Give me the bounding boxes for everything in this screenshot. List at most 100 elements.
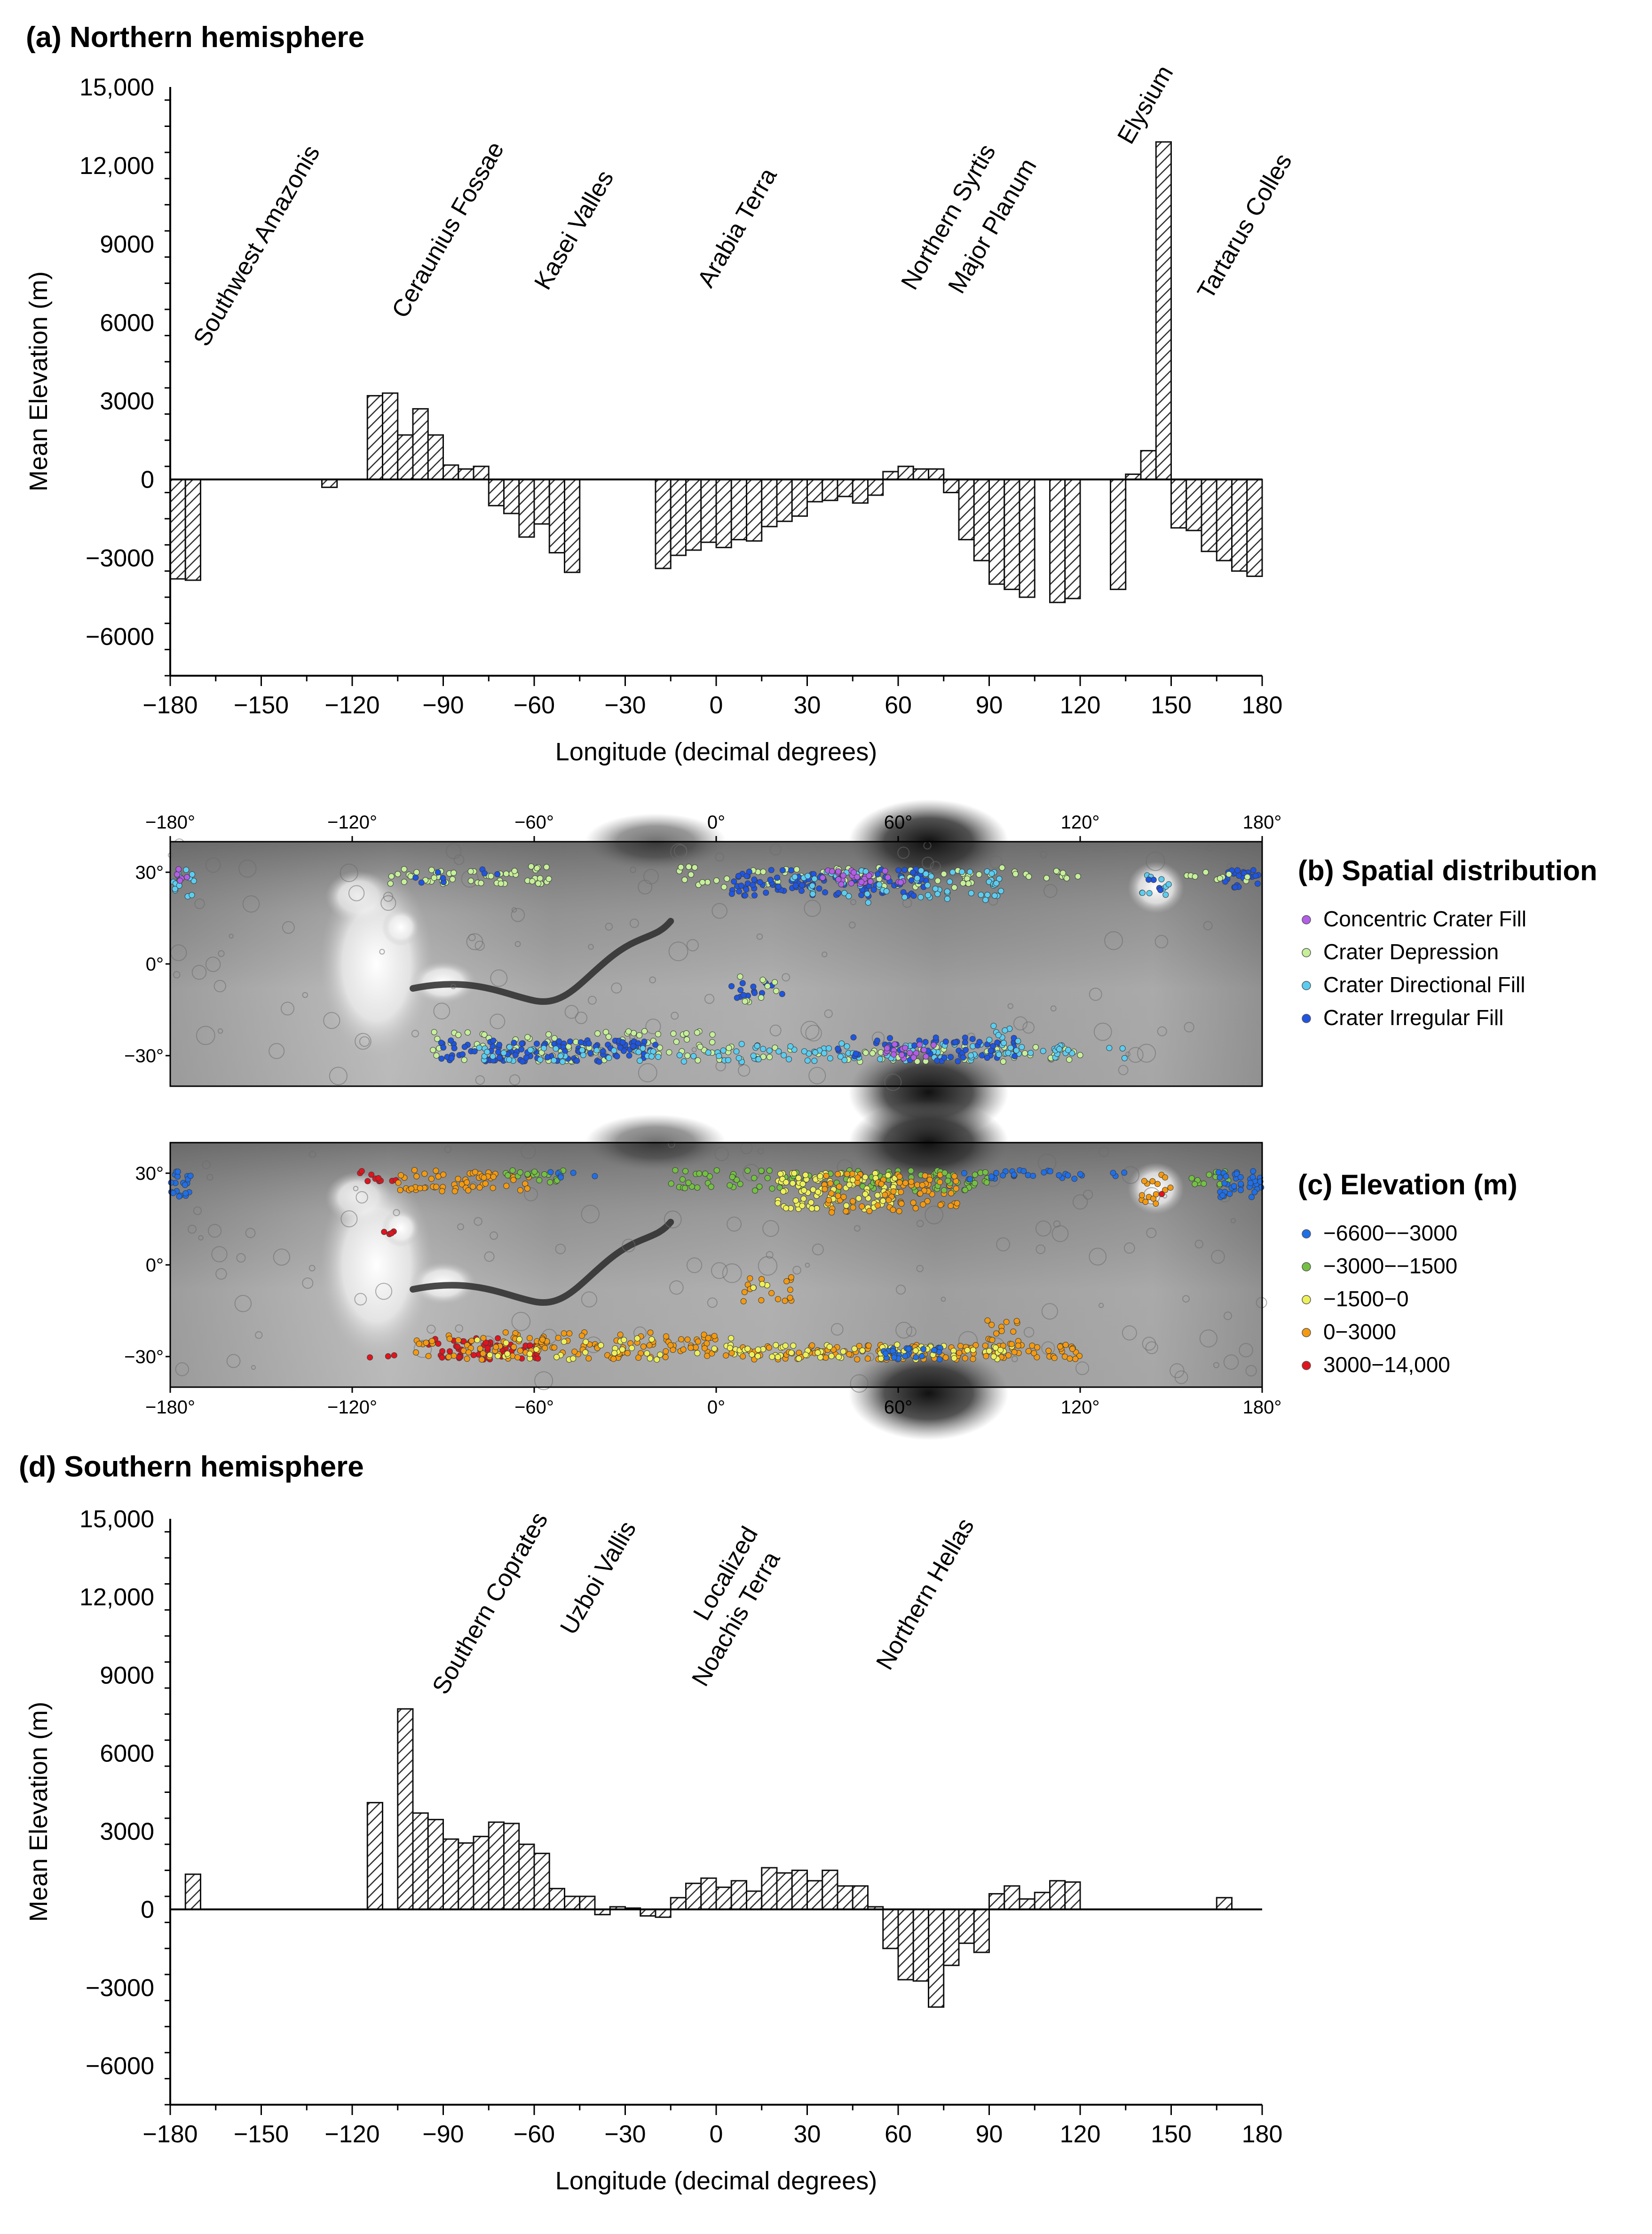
data-point: [1056, 1046, 1063, 1052]
data-point: [1062, 1342, 1069, 1348]
data-point: [936, 1356, 943, 1363]
data-point: [750, 882, 756, 888]
data-point: [411, 1167, 418, 1174]
crater: [474, 1217, 482, 1226]
bar: [822, 1870, 838, 1910]
legend-entry: Crater Directional Fill: [1323, 972, 1525, 997]
data-point: [534, 865, 540, 871]
data-point: [494, 871, 501, 877]
bar: [715, 479, 732, 548]
data-point: [648, 1053, 655, 1060]
data-point: [577, 1039, 584, 1046]
data-point: [920, 1346, 927, 1352]
crater: [511, 1311, 531, 1331]
data-point: [1030, 1173, 1036, 1179]
data-point: [1069, 1050, 1075, 1057]
data-point: [967, 1176, 973, 1183]
data-point: [480, 1335, 487, 1342]
data-point: [701, 1345, 708, 1351]
data-point: [919, 1182, 925, 1188]
data-point: [617, 1332, 624, 1338]
data-point: [799, 1202, 806, 1209]
data-point: [738, 1041, 745, 1047]
data-point: [647, 1355, 653, 1362]
data-point: [187, 1172, 194, 1179]
data-point: [767, 876, 774, 883]
data-point: [965, 880, 972, 887]
bar: [822, 479, 838, 501]
data-point: [880, 1198, 886, 1204]
data-point: [542, 1345, 548, 1351]
data-point: [465, 1349, 472, 1356]
bar: [958, 1909, 975, 1944]
panel-a-northern-hemisphere: (a) Northern hemisphere −6000 −3000 0 3000 6…: [24, 21, 1297, 766]
bar: [412, 1812, 429, 1910]
data-point: [391, 1352, 397, 1358]
data-point: [445, 1354, 452, 1360]
bar: [943, 1909, 960, 1966]
data-point: [740, 1298, 747, 1304]
data-point: [854, 1174, 861, 1181]
data-point: [446, 1348, 453, 1355]
data-point: [848, 880, 854, 887]
data-point: [183, 867, 190, 873]
data-point: [1020, 1168, 1027, 1175]
data-point: [775, 1354, 781, 1360]
data-point: [908, 1168, 914, 1174]
crater: [329, 1066, 348, 1085]
data-point: [758, 995, 765, 1001]
crater: [427, 1325, 436, 1334]
bar: [700, 479, 717, 543]
data-point: [1000, 1058, 1006, 1065]
data-point: [896, 1179, 903, 1186]
data-point: [503, 1340, 509, 1346]
data-point: [947, 878, 953, 885]
data-point: [438, 1055, 445, 1062]
data-point: [428, 867, 435, 873]
data-point: [865, 899, 871, 906]
crater: [455, 1324, 463, 1333]
data-point: [923, 1053, 929, 1060]
data-point: [895, 867, 902, 874]
data-point: [802, 1351, 809, 1358]
data-point: [518, 1046, 525, 1053]
data-point: [1237, 1174, 1244, 1180]
data-point: [1153, 1200, 1159, 1207]
data-point: [430, 1047, 436, 1053]
crater: [643, 868, 659, 884]
legend-marker: [1302, 1014, 1311, 1023]
data-point: [636, 1032, 643, 1039]
lat-tick-label: 30°: [135, 1163, 164, 1184]
crater: [812, 1243, 824, 1255]
data-point: [670, 1030, 677, 1037]
data-point: [705, 1049, 711, 1056]
crater: [830, 1323, 844, 1336]
data-point: [559, 1058, 566, 1065]
crater: [302, 992, 308, 998]
crater: [509, 1074, 521, 1086]
data-point: [901, 894, 908, 900]
data-point: [788, 1274, 794, 1281]
data-point: [1153, 1191, 1159, 1198]
data-point: [815, 1189, 822, 1195]
lon-tick-label: −120°: [327, 812, 377, 833]
panel-b-spatial-distribution: 30° 0° −30° −180° −120° −60° 0° 60° 120° 180° (b) …: [124, 799, 1597, 1139]
data-point: [629, 1345, 635, 1351]
data-point: [742, 892, 748, 899]
data-point: [431, 1029, 437, 1035]
data-point: [688, 1184, 695, 1190]
data-point: [182, 1182, 188, 1188]
crater: [355, 1033, 372, 1050]
data-point: [731, 878, 737, 885]
data-point: [1066, 1056, 1073, 1063]
data-point: [580, 1052, 586, 1058]
data-point: [536, 1177, 543, 1184]
data-point: [401, 866, 407, 872]
crater: [668, 941, 688, 962]
data-point: [484, 1345, 491, 1351]
bar: [533, 1853, 550, 1910]
y-tick-label: 3000: [100, 388, 154, 415]
data-point: [1188, 1175, 1195, 1182]
bar: [973, 1909, 990, 1953]
data-point: [1244, 874, 1251, 880]
